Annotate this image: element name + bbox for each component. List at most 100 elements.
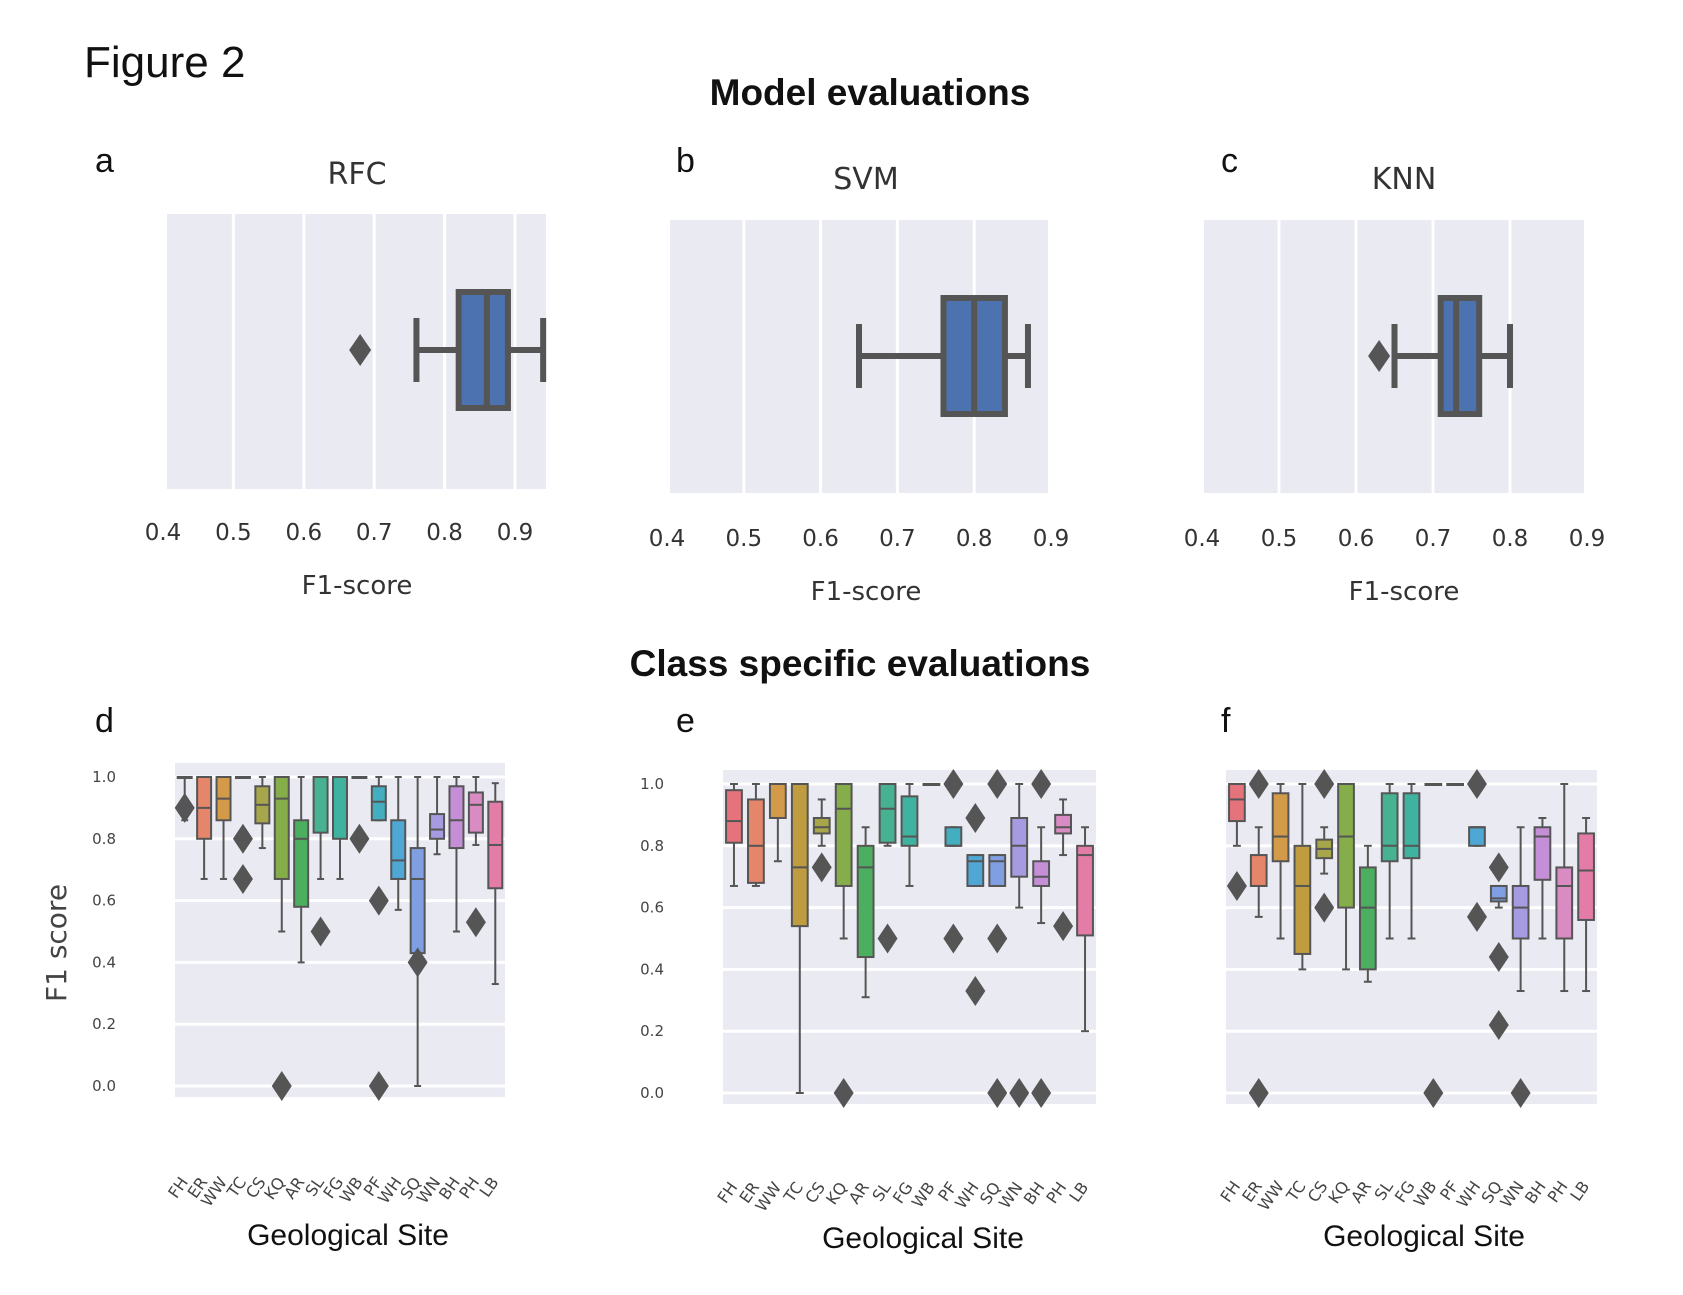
panel-letter-a: a (95, 142, 114, 180)
outlier-point (465, 907, 486, 938)
panel-a-title: RFC (327, 157, 387, 192)
outlier-point (1488, 942, 1509, 973)
iqr-box (293, 819, 310, 908)
y-tick-label: 0.2 (92, 1015, 116, 1033)
x-tick-label: 0.9 (1033, 526, 1070, 552)
outlier-point (349, 334, 372, 366)
iqr-box (966, 854, 985, 887)
panel-d-chart: 0.00.20.40.60.81.0FHERWWTCCSKQARSLFGWBPF… (92, 763, 505, 1210)
iqr-box (332, 776, 348, 840)
outlier-point (368, 885, 389, 916)
outlier-point (1314, 769, 1335, 799)
y-tick-label: 1.0 (640, 775, 664, 793)
outlier-point (1466, 769, 1487, 799)
y-tick-label: 0.8 (92, 830, 116, 848)
panel-letter-d: d (95, 702, 114, 740)
panel-c-xlabel: F1-score (1348, 577, 1460, 607)
x-tick-label: 0.6 (286, 520, 323, 546)
x-tick-label: LB (1566, 1177, 1593, 1204)
iqr-box (878, 783, 897, 844)
iqr-box (790, 783, 809, 928)
outlier-point (943, 923, 964, 954)
outlier-point (368, 1071, 389, 1101)
panel-letter-e: e (676, 702, 695, 740)
outlier-point (271, 1071, 292, 1101)
outlier-point (1510, 1078, 1531, 1108)
panel-e-xlabel: Geological Site (822, 1222, 1024, 1255)
x-tick-label: 0.5 (726, 526, 763, 552)
iqr-box (1076, 844, 1094, 937)
panel-a-xlabel: F1-score (301, 571, 413, 601)
x-tick-label: 0.8 (426, 520, 463, 546)
iqr-box (1271, 792, 1290, 863)
outlier-point (349, 823, 370, 854)
outlier-point (987, 1078, 1008, 1108)
x-tick-label: 0.6 (1338, 526, 1375, 552)
iqr-box (1054, 813, 1072, 835)
y-tick-label: 0.2 (640, 1022, 664, 1040)
panel-b-chart: 0.4 0.5 0.6 0.7 0.8 0.9 (649, 220, 1070, 552)
iqr-box (390, 819, 407, 880)
panel-b-title: SVM (833, 162, 899, 197)
x-tick-label: 0.9 (497, 520, 534, 546)
outlier-point (1226, 870, 1247, 901)
iqr-box (1511, 884, 1530, 940)
x-tick-label: WW (751, 1178, 785, 1215)
y-tick-label: 0.0 (640, 1084, 664, 1102)
outlier-point (1466, 901, 1487, 932)
iqr-box (1228, 783, 1246, 823)
outlier-point (877, 923, 898, 954)
x-tick-label: 0.8 (1492, 526, 1529, 552)
outlier-point (1031, 1078, 1052, 1108)
x-tick-label: 0.4 (1184, 526, 1221, 552)
panel-b-xlabel: F1-score (810, 577, 922, 607)
y-tick-label: 0.8 (640, 837, 664, 855)
outlier-point (965, 976, 986, 1007)
outlier-point (232, 863, 253, 894)
outlier-point (987, 923, 1008, 954)
outlier-point (1423, 1078, 1444, 1108)
x-tick-label: LB (476, 1173, 503, 1200)
panel-c-chart: 0.4 0.5 0.6 0.7 0.8 0.9 (1184, 220, 1605, 552)
x-tick-label: 0.7 (1415, 526, 1452, 552)
figure-title: Figure 2 (84, 38, 246, 87)
top-section-title: Model evaluations (709, 72, 1031, 113)
panel-e-chart: 0.00.20.40.60.81.0FHERWWTCCSKQARSLFGWBPF… (640, 769, 1096, 1215)
iqr-box (370, 785, 387, 822)
y-tick-label: 0.6 (640, 899, 664, 917)
outlier-point (1248, 1078, 1269, 1108)
iqr-box (1032, 860, 1051, 887)
iqr-box (812, 816, 831, 835)
iqr-box (856, 844, 875, 959)
iqr-box (1380, 792, 1399, 863)
outlier-point (310, 916, 331, 947)
iqr-box (1437, 295, 1483, 417)
panel-f-xlabel: Geological Site (1323, 1220, 1525, 1253)
x-tick-label: LB (1065, 1178, 1092, 1205)
iqr-box (409, 847, 426, 955)
x-tick-label: 0.5 (1261, 526, 1298, 552)
iqr-box (1402, 792, 1421, 860)
iqr-box (1358, 866, 1377, 971)
y-tick-label: 0.4 (640, 960, 664, 978)
panel-c-title: KNN (1371, 162, 1437, 197)
outlier-point (987, 769, 1008, 799)
outlier-point (407, 947, 428, 978)
iqr-box (455, 289, 511, 411)
outlier-point (1053, 911, 1074, 942)
iqr-box (1533, 826, 1552, 881)
panel-d-xlabel: Geological Site (247, 1219, 449, 1252)
x-tick-label: 0.4 (649, 526, 686, 552)
iqr-box (944, 826, 963, 847)
iqr-box (1249, 854, 1268, 887)
bottom-section-title: Class specific evaluations (629, 643, 1091, 684)
x-tick-label: 0.5 (215, 520, 252, 546)
outlier-point (1009, 1078, 1030, 1108)
y-tick-label: 0.4 (92, 953, 116, 971)
y-tick-label: 0.0 (92, 1077, 116, 1095)
x-tick-label: 0.4 (145, 520, 182, 546)
iqr-box (429, 813, 446, 840)
y-tick-label: 1.0 (92, 768, 116, 786)
iqr-box (1010, 816, 1029, 878)
